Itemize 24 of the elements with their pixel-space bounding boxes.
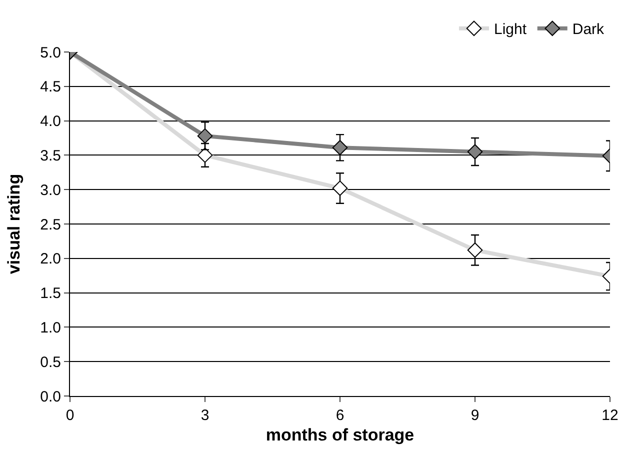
y-tick-label: 2.0: [40, 250, 61, 268]
point: [197, 128, 213, 144]
x-tick-label: 9: [470, 407, 480, 424]
x-tick-label: 6: [336, 407, 344, 424]
y-tick-label: 0.0: [40, 388, 61, 406]
legend-label: Light: [494, 21, 528, 38]
x-tick-label: 12: [602, 407, 618, 424]
y-tick-label: 1.0: [40, 319, 61, 336]
x-axis-title: months of storage: [266, 425, 414, 444]
point: [332, 180, 348, 196]
y-tick-label: 5.0: [40, 44, 61, 62]
y-tick-label: 2.5: [40, 216, 61, 234]
legend-label: Dark: [572, 21, 605, 38]
point: [332, 140, 348, 156]
y-tick-label: 4.5: [40, 78, 61, 96]
x-tick-label: 0: [66, 407, 74, 424]
y-tick-label: 3.0: [40, 182, 61, 199]
y-tick-label: 1.5: [40, 285, 61, 302]
y-tick-label: 4.0: [40, 113, 61, 130]
y-tick-label: 3.5: [40, 147, 61, 164]
x-tick-label: 3: [200, 407, 210, 424]
y-axis-title: visual rating: [4, 174, 24, 274]
y-tick-label: 0.5: [40, 354, 61, 371]
point: [197, 148, 213, 163]
